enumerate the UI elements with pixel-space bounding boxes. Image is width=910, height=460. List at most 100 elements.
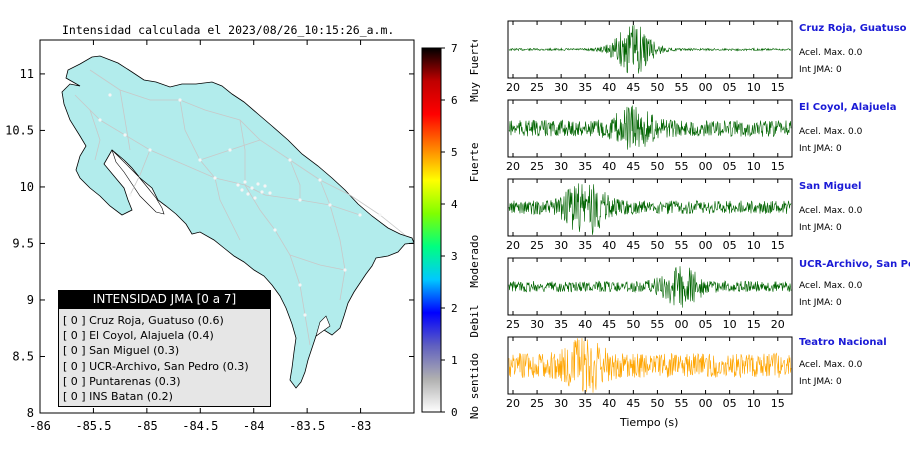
- waveform-panel-2: 20 25 30 35 40 45 50 55 00 05 10 15: [506, 178, 793, 252]
- waveform-tick-label: 00: [699, 160, 713, 173]
- road: [289, 159, 301, 200]
- map-y-tick-label: 8: [27, 406, 34, 420]
- station-jma: Int JMA: 0: [799, 377, 842, 387]
- town-dot: [178, 98, 182, 102]
- town-dot: [213, 176, 217, 180]
- town-dot: [328, 203, 332, 207]
- waveform-tick-label: 25: [506, 318, 520, 331]
- road: [264, 194, 361, 216]
- waveform-tick-label: 05: [723, 160, 737, 173]
- station-jma: Int JMA: 0: [799, 298, 842, 308]
- waveform-tick-label: 20: [506, 397, 520, 410]
- map-x-tick-label: -83: [350, 419, 372, 433]
- waveform-tick-label: 40: [602, 160, 616, 173]
- golfo-dulce-water: [315, 315, 331, 337]
- waveform-trace: [508, 266, 792, 308]
- time-axis-title: Tiempo (s): [620, 416, 679, 429]
- colorbar-category-label: Moderado: [468, 235, 481, 288]
- waveform-tick-label: 45: [626, 239, 640, 252]
- station-name: Cruz Roja, Guatuso: [799, 23, 907, 34]
- waveform-trace: [508, 183, 792, 235]
- station-accel: Acel. Max. 0.0: [799, 281, 863, 291]
- costa-rica-outline: [61, 55, 415, 389]
- station-name: San Miguel: [799, 181, 862, 192]
- waveform-tick-label: 40: [602, 81, 616, 94]
- road: [239, 119, 246, 185]
- road: [89, 69, 406, 236]
- map-y-tick-label: 9.5: [12, 236, 34, 250]
- station-legend: INTENSIDAD JMA [0 a 7] [ 0 ] Cruz Roja, …: [58, 290, 271, 407]
- town-dot: [228, 148, 232, 152]
- map-x-tick-label: -83.5: [289, 419, 325, 433]
- town-dot: [123, 133, 127, 137]
- waveform-tick-label: 05: [723, 239, 737, 252]
- station-jma: Int JMA: 0: [799, 144, 842, 154]
- waveform-tick-label: 15: [747, 318, 761, 331]
- waveform-tick-label: 25: [530, 160, 544, 173]
- town-dot: [378, 213, 382, 217]
- waveform-tick-label: 25: [530, 397, 544, 410]
- station-jma: Int JMA: 0: [799, 223, 842, 233]
- waveform-tick-label: 55: [650, 318, 664, 331]
- waveform-tick-label: 40: [578, 318, 592, 331]
- waveform-tick-label: 05: [699, 318, 713, 331]
- station-name: Teatro Nacional: [799, 337, 887, 348]
- road: [129, 149, 151, 196]
- waveform-tick-label: 30: [554, 239, 568, 252]
- legend-header: INTENSIDAD JMA [0 a 7]: [58, 290, 271, 309]
- waveform-tick-label: 55: [674, 239, 688, 252]
- colorbar-gradient: [421, 47, 442, 413]
- town-dot: [246, 192, 250, 196]
- waveform-tick-label: 10: [747, 81, 761, 94]
- town-dot: [263, 184, 267, 188]
- waveform-tick-label: 35: [554, 318, 568, 331]
- colorbar-tick-label: 4: [451, 198, 458, 211]
- colorbar-category-label: Debil: [468, 304, 481, 337]
- map-frame: [39, 39, 415, 414]
- station-jma: Int JMA: 0: [799, 65, 842, 75]
- waveform-tick-label: 45: [602, 318, 616, 331]
- waveform-trace: [508, 338, 792, 393]
- waveform-tick-label: 00: [699, 239, 713, 252]
- town-dot: [128, 193, 132, 197]
- town-dot: [256, 182, 260, 186]
- waveform-tick-label: 15: [771, 397, 785, 410]
- town-dot: [298, 283, 302, 287]
- station-accel: Acel. Max. 0.0: [799, 206, 863, 216]
- waveform-tick-label: 10: [747, 397, 761, 410]
- map-y-tick-label: 9: [27, 293, 34, 307]
- town-dot: [318, 178, 322, 182]
- waveform-tick-label: 40: [602, 239, 616, 252]
- road: [119, 89, 131, 151]
- waveform-tick-label: 20: [771, 318, 785, 331]
- waveform-panel-3: 25 30 35 40 45 50 55 00 05 10 15 20: [506, 257, 793, 331]
- town-dot: [288, 158, 292, 162]
- map-x-tick-label: -84: [243, 419, 265, 433]
- waveform-tick-label: 35: [578, 397, 592, 410]
- legend-item: [ 0 ] INS Batan (0.2): [63, 389, 173, 403]
- colorbar-tick-label: 7: [451, 42, 458, 55]
- waveform-tick-label: 15: [771, 81, 785, 94]
- road: [74, 94, 266, 196]
- colorbar-category-label: Fuerte: [468, 143, 481, 183]
- waveform-tick-label: 35: [578, 81, 592, 94]
- colorbar-categories: No sentido Debil Moderado Fuerte Muy Fuerte: [468, 40, 481, 419]
- waveform-tick-label: 45: [626, 397, 640, 410]
- town-dot: [243, 180, 247, 184]
- station-accel: Acel. Max. 0.0: [799, 127, 863, 137]
- road: [319, 179, 331, 206]
- town-dot: [268, 191, 272, 195]
- legend-item: [ 0 ] Puntarenas (0.3): [63, 374, 181, 388]
- map-title: Intensidad calculada el 2023/08/26_10:15…: [62, 23, 395, 37]
- road: [179, 99, 216, 179]
- colorbar-tick-label: 3: [451, 250, 458, 263]
- map-y-tick-label: 10.5: [5, 123, 34, 137]
- colorbar-tick-label: 0: [451, 406, 458, 419]
- waveform-tick-label: 10: [723, 318, 737, 331]
- town-dot: [358, 213, 362, 217]
- waveform-tick-label: 10: [747, 160, 761, 173]
- waveform-tick-label: 35: [578, 160, 592, 173]
- town-dot: [250, 186, 254, 190]
- colorbar-tick-label: 5: [451, 146, 458, 159]
- waveform-tick-label: 00: [674, 318, 688, 331]
